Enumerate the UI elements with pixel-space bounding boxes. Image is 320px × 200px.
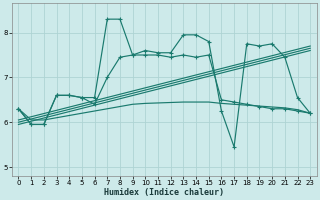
X-axis label: Humidex (Indice chaleur): Humidex (Indice chaleur)	[104, 188, 224, 197]
